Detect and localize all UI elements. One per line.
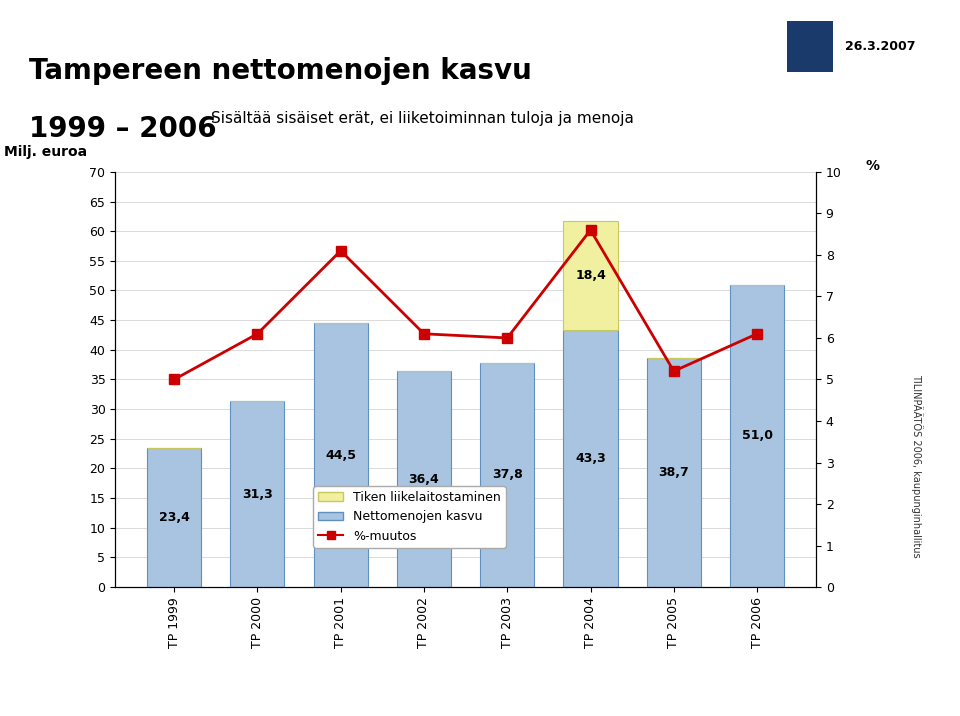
Text: 23,4: 23,4 (158, 511, 189, 524)
Text: Tampereen nettomenojen kasvu: Tampereen nettomenojen kasvu (29, 57, 532, 85)
Text: 26.3.2007: 26.3.2007 (845, 40, 915, 53)
Text: 38,7: 38,7 (659, 466, 689, 479)
Text: TAMPEREEN KAUPUNKI – TALOUS- JA STRATEGIARYHMÄ: TAMPEREEN KAUPUNKI – TALOUS- JA STRATEGI… (287, 689, 673, 704)
Bar (730, 284, 784, 587)
Y-axis label: %: % (865, 160, 879, 173)
Text: 51,0: 51,0 (741, 430, 773, 442)
Bar (787, 21, 833, 72)
Bar (564, 221, 617, 330)
Text: 43,3: 43,3 (575, 453, 606, 465)
Bar (147, 448, 202, 587)
Text: 1999 – 2006: 1999 – 2006 (29, 115, 216, 142)
Bar (230, 402, 284, 587)
Text: Sisältää sisäiset erät, ei liiketoiminnan tuloja ja menoja: Sisältää sisäiset erät, ei liiketoiminna… (211, 111, 634, 126)
Bar (480, 363, 535, 587)
Text: 37,8: 37,8 (492, 468, 522, 481)
Text: 19: 19 (912, 690, 931, 703)
Y-axis label: Milj. euroa: Milj. euroa (4, 145, 86, 160)
Bar (564, 330, 617, 587)
Bar (396, 371, 451, 587)
Bar (647, 357, 701, 587)
Legend: Tiken liikelaitostaminen, Nettomenojen kasvu, %-muutos: Tiken liikelaitostaminen, Nettomenojen k… (313, 486, 506, 548)
Text: 44,5: 44,5 (325, 449, 356, 462)
Text: TILINPÄÄTÖS 2006, kaupunginhallitus: TILINPÄÄTÖS 2006, kaupunginhallitus (911, 374, 923, 557)
Text: 36,4: 36,4 (409, 473, 440, 485)
Bar (314, 323, 368, 587)
Text: 18,4: 18,4 (575, 269, 606, 282)
Text: 31,3: 31,3 (242, 488, 273, 500)
